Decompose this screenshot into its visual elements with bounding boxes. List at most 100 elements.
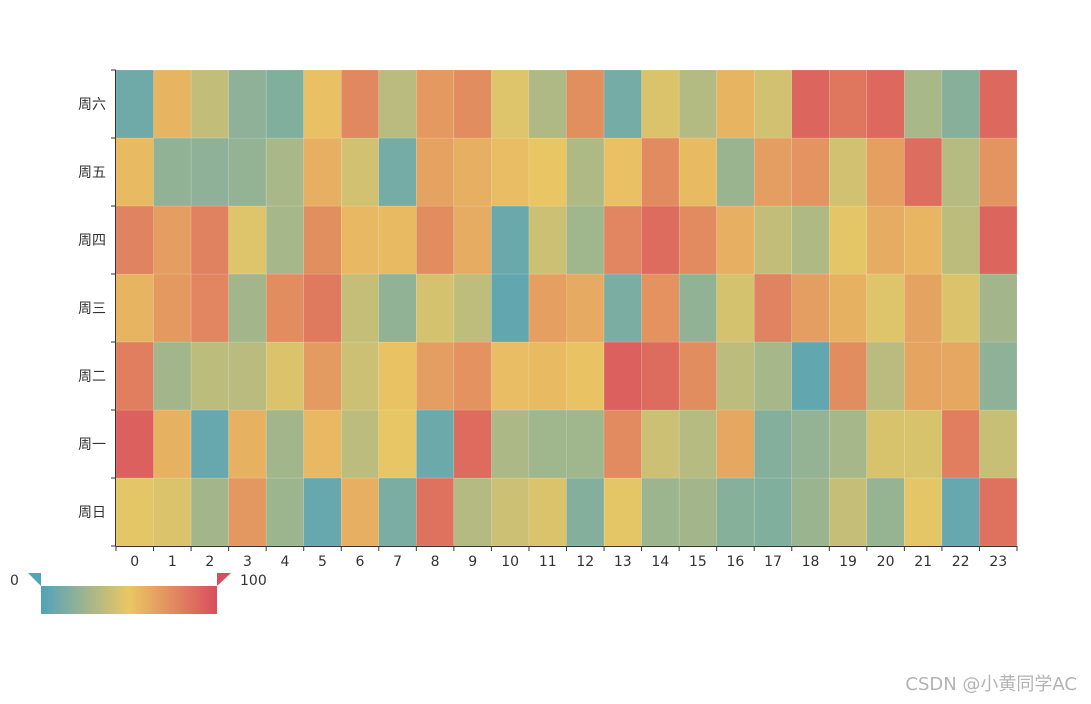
heatmap-cell[interactable] xyxy=(416,273,455,343)
heatmap-cell[interactable] xyxy=(528,341,567,411)
heatmap-cell[interactable] xyxy=(190,205,229,275)
heatmap-cell[interactable] xyxy=(453,409,492,479)
heatmap-cell[interactable] xyxy=(190,137,229,207)
heatmap-cell[interactable] xyxy=(829,137,868,207)
heatmap-cell[interactable] xyxy=(303,205,342,275)
heatmap-cell[interactable] xyxy=(753,205,793,275)
heatmap-cell[interactable] xyxy=(453,273,492,343)
heatmap-cell[interactable] xyxy=(866,341,905,411)
heatmap-cell[interactable] xyxy=(153,477,192,547)
heatmap-cell[interactable] xyxy=(378,273,417,343)
heatmap-cell[interactable] xyxy=(115,477,154,547)
heatmap-cell[interactable] xyxy=(603,341,642,411)
heatmap-cell[interactable] xyxy=(228,69,267,139)
heatmap-cell[interactable] xyxy=(491,69,530,139)
heatmap-cell[interactable] xyxy=(791,273,830,343)
heatmap-cell[interactable] xyxy=(678,137,717,207)
heatmap-cell[interactable] xyxy=(378,205,417,275)
heatmap-cell[interactable] xyxy=(753,137,793,207)
heatmap-cell[interactable] xyxy=(678,341,717,411)
visual-map-max-handle[interactable] xyxy=(217,573,231,586)
heatmap-cell[interactable] xyxy=(941,137,980,207)
heatmap-cell[interactable] xyxy=(341,477,380,547)
heatmap-cell[interactable] xyxy=(678,273,717,343)
heatmap-cell[interactable] xyxy=(753,69,793,139)
heatmap-cell[interactable] xyxy=(453,205,492,275)
heatmap-cell[interactable] xyxy=(265,273,304,343)
heatmap-cell[interactable] xyxy=(190,273,229,343)
heatmap-cell[interactable] xyxy=(378,137,417,207)
heatmap-cell[interactable] xyxy=(566,341,605,411)
heatmap-cell[interactable] xyxy=(716,137,755,207)
heatmap-cell[interactable] xyxy=(228,205,267,275)
heatmap-cell[interactable] xyxy=(115,273,154,343)
heatmap-cell[interactable] xyxy=(791,205,830,275)
heatmap-cell[interactable] xyxy=(341,341,380,411)
heatmap-cell[interactable] xyxy=(716,205,755,275)
heatmap-cell[interactable] xyxy=(416,137,455,207)
heatmap-cell[interactable] xyxy=(228,409,267,479)
heatmap-cell[interactable] xyxy=(829,477,868,547)
heatmap-cell[interactable] xyxy=(904,205,943,275)
heatmap-cell[interactable] xyxy=(303,137,342,207)
heatmap-cell[interactable] xyxy=(904,69,943,139)
heatmap-cell[interactable] xyxy=(979,205,1018,275)
heatmap-cell[interactable] xyxy=(829,273,868,343)
heatmap-cell[interactable] xyxy=(603,69,642,139)
heatmap-cell[interactable] xyxy=(416,205,455,275)
heatmap-cell[interactable] xyxy=(941,69,980,139)
heatmap-cell[interactable] xyxy=(641,137,680,207)
heatmap-cell[interactable] xyxy=(528,409,567,479)
heatmap-cell[interactable] xyxy=(904,409,943,479)
heatmap-cell[interactable] xyxy=(528,69,567,139)
heatmap-cell[interactable] xyxy=(416,69,455,139)
heatmap-cell[interactable] xyxy=(904,341,943,411)
heatmap-cell[interactable] xyxy=(491,477,530,547)
heatmap-cell[interactable] xyxy=(866,205,905,275)
heatmap-cell[interactable] xyxy=(678,477,717,547)
heatmap-cell[interactable] xyxy=(829,341,868,411)
heatmap-cell[interactable] xyxy=(153,341,192,411)
heatmap-cell[interactable] xyxy=(115,69,154,139)
heatmap-cell[interactable] xyxy=(378,409,417,479)
heatmap-cell[interactable] xyxy=(341,205,380,275)
heatmap-cell[interactable] xyxy=(979,409,1018,479)
heatmap-cell[interactable] xyxy=(265,477,304,547)
heatmap-cell[interactable] xyxy=(603,137,642,207)
heatmap-cell[interactable] xyxy=(941,341,980,411)
heatmap-cell[interactable] xyxy=(566,477,605,547)
heatmap-cell[interactable] xyxy=(491,409,530,479)
heatmap-cell[interactable] xyxy=(941,205,980,275)
heatmap-cell[interactable] xyxy=(303,273,342,343)
heatmap-cell[interactable] xyxy=(791,477,830,547)
heatmap-cell[interactable] xyxy=(866,137,905,207)
heatmap-cell[interactable] xyxy=(979,341,1018,411)
heatmap-cell[interactable] xyxy=(528,137,567,207)
heatmap-cell[interactable] xyxy=(115,341,154,411)
heatmap-cell[interactable] xyxy=(904,273,943,343)
heatmap-cell[interactable] xyxy=(153,409,192,479)
heatmap-cell[interactable] xyxy=(753,409,793,479)
heatmap-cell[interactable] xyxy=(528,273,567,343)
heatmap-cell[interactable] xyxy=(115,205,154,275)
heatmap-cell[interactable] xyxy=(341,409,380,479)
heatmap-cell[interactable] xyxy=(453,69,492,139)
heatmap-cell[interactable] xyxy=(716,341,755,411)
heatmap-cell[interactable] xyxy=(791,341,830,411)
heatmap-cell[interactable] xyxy=(566,409,605,479)
heatmap-cell[interactable] xyxy=(228,341,267,411)
heatmap-cell[interactable] xyxy=(904,477,943,547)
heatmap-cell[interactable] xyxy=(190,341,229,411)
heatmap-cell[interactable] xyxy=(979,273,1018,343)
heatmap-cell[interactable] xyxy=(303,341,342,411)
heatmap-cell[interactable] xyxy=(341,69,380,139)
heatmap-cell[interactable] xyxy=(115,409,154,479)
heatmap-cell[interactable] xyxy=(265,205,304,275)
heatmap-cell[interactable] xyxy=(566,273,605,343)
heatmap-cell[interactable] xyxy=(941,409,980,479)
heatmap-cell[interactable] xyxy=(190,409,229,479)
heatmap-cell[interactable] xyxy=(303,409,342,479)
heatmap-cell[interactable] xyxy=(753,477,793,547)
heatmap-cell[interactable] xyxy=(491,341,530,411)
heatmap-cell[interactable] xyxy=(190,69,229,139)
